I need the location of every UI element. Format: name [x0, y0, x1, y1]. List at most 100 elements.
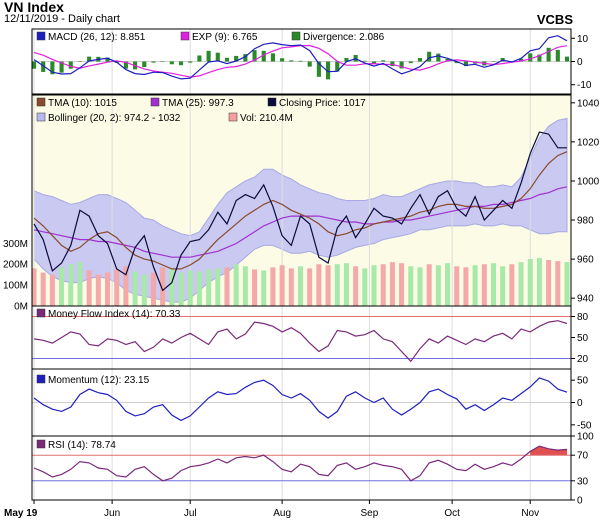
macd-panel-border	[31, 28, 572, 95]
divergence-bar	[344, 58, 349, 62]
volume-bar	[77, 262, 83, 306]
volume-bar	[334, 264, 340, 306]
divergence-bar	[546, 47, 551, 62]
rsi-y-tick-label: 100	[577, 432, 594, 443]
divergence-bar	[528, 53, 533, 62]
volume-bar	[40, 272, 46, 306]
volume-bar	[288, 268, 294, 306]
volume-bar	[362, 268, 368, 306]
divergence-bar	[77, 61, 83, 62]
divergence-bar	[261, 50, 266, 62]
divergence-bar	[87, 56, 92, 62]
rsi-y-tick-label: 30	[577, 476, 589, 487]
volume-bar	[307, 268, 313, 306]
divergence-bar	[215, 52, 220, 62]
rsi-y-tick-label: 0	[577, 496, 583, 507]
x-tick-label: Jun	[104, 508, 120, 519]
divergence-bar	[160, 61, 165, 62]
legend-volume-swatch	[228, 112, 238, 122]
divergence-bar	[206, 50, 211, 62]
price-y-tick-label: 1020	[577, 137, 600, 148]
price-y-tick-label: 980	[577, 216, 594, 227]
divergence-bar	[142, 61, 147, 68]
divergence-bar	[280, 58, 285, 62]
legend-bollinger: Bollinger (20, 2): 974.2 - 1032	[48, 113, 181, 124]
divergence-bar	[41, 61, 46, 72]
divergence-bar	[234, 55, 239, 62]
volume-bar	[527, 259, 533, 306]
legend-macd-swatch	[36, 31, 46, 41]
divergence-bar	[243, 54, 248, 62]
x-tick-label: Jul	[184, 508, 197, 519]
x-tick-label: Aug	[273, 508, 291, 519]
volume-bar	[490, 263, 496, 306]
legend-exp: EXP (9): 6.765	[192, 32, 258, 43]
volume-bar	[371, 265, 377, 306]
legend-closing-price-swatch	[267, 97, 277, 107]
price-y-tick-label: 960	[577, 255, 594, 266]
divergence-bar	[197, 55, 202, 62]
volume-bar	[261, 270, 267, 306]
volume-bar	[454, 266, 460, 306]
volume-bar	[114, 269, 120, 306]
volume-bar	[399, 263, 405, 306]
volume-bar	[564, 262, 570, 306]
momentum-y-tick-label: 0	[577, 398, 583, 409]
legend-macd: MACD (26, 12): 8.851	[48, 32, 146, 43]
momentum-line	[33, 377, 568, 422]
volume-bar	[389, 262, 395, 306]
legend-divergence-swatch	[291, 31, 301, 41]
divergence-bar	[123, 61, 128, 69]
volume-bar	[59, 267, 65, 306]
volume-bar	[445, 263, 451, 306]
price-y-tick-label: 1000	[577, 176, 600, 187]
volume-bar	[169, 268, 175, 306]
divergence-bar	[59, 61, 64, 73]
volume-bar	[132, 271, 138, 306]
divergence-bar	[178, 61, 184, 66]
mfi-line	[33, 320, 568, 363]
legend-rsi-swatch	[36, 439, 46, 449]
volume-bar	[105, 272, 111, 306]
macd-y-tick-label: -10	[577, 80, 592, 91]
tma10-line	[33, 151, 568, 270]
volume-bar	[279, 265, 285, 306]
volume-bar	[316, 264, 322, 306]
divergence-bar	[555, 49, 560, 62]
legend-mfi: Money Flow Index (14): 70.33	[48, 309, 181, 320]
divergence-bar	[427, 51, 432, 62]
x-tick-label: Sep	[361, 508, 379, 519]
legend-volume: Vol: 210.4M	[240, 113, 293, 124]
x-tick-label: May 19	[4, 508, 38, 519]
divergence-bar	[335, 61, 340, 72]
volume-bar	[141, 274, 147, 306]
volume-bar	[426, 264, 432, 306]
chart-subtitle: 12/11/2019 - Daily chart	[4, 13, 120, 25]
divergence-bar	[316, 61, 321, 77]
volume-y-tick-label: 200M	[3, 260, 28, 271]
legend-tma25-swatch	[150, 97, 160, 107]
legend-mfi-swatch	[36, 308, 46, 318]
volume-bar	[187, 270, 193, 306]
volume-bar	[509, 264, 515, 306]
divergence-bar	[399, 61, 404, 69]
rsi-line	[33, 445, 568, 482]
volume-bar	[178, 272, 184, 306]
volume-bar	[206, 269, 212, 306]
divergence-bar	[454, 61, 459, 64]
divergence-bar	[188, 61, 193, 63]
volume-bar	[408, 266, 414, 306]
divergence-bar	[169, 61, 174, 65]
volume-bar	[343, 263, 349, 306]
divergence-bar	[417, 58, 423, 62]
rsi-overbought-fill	[530, 446, 567, 456]
legend-bollinger-swatch	[36, 112, 46, 122]
volume-bar	[353, 266, 359, 306]
momentum-y-tick-label: 50	[577, 376, 589, 387]
volume-bar	[252, 269, 258, 306]
divergence-bar	[537, 54, 542, 62]
volume-bar	[49, 274, 55, 306]
divergence-bar	[224, 57, 230, 62]
divergence-bar	[105, 57, 110, 62]
